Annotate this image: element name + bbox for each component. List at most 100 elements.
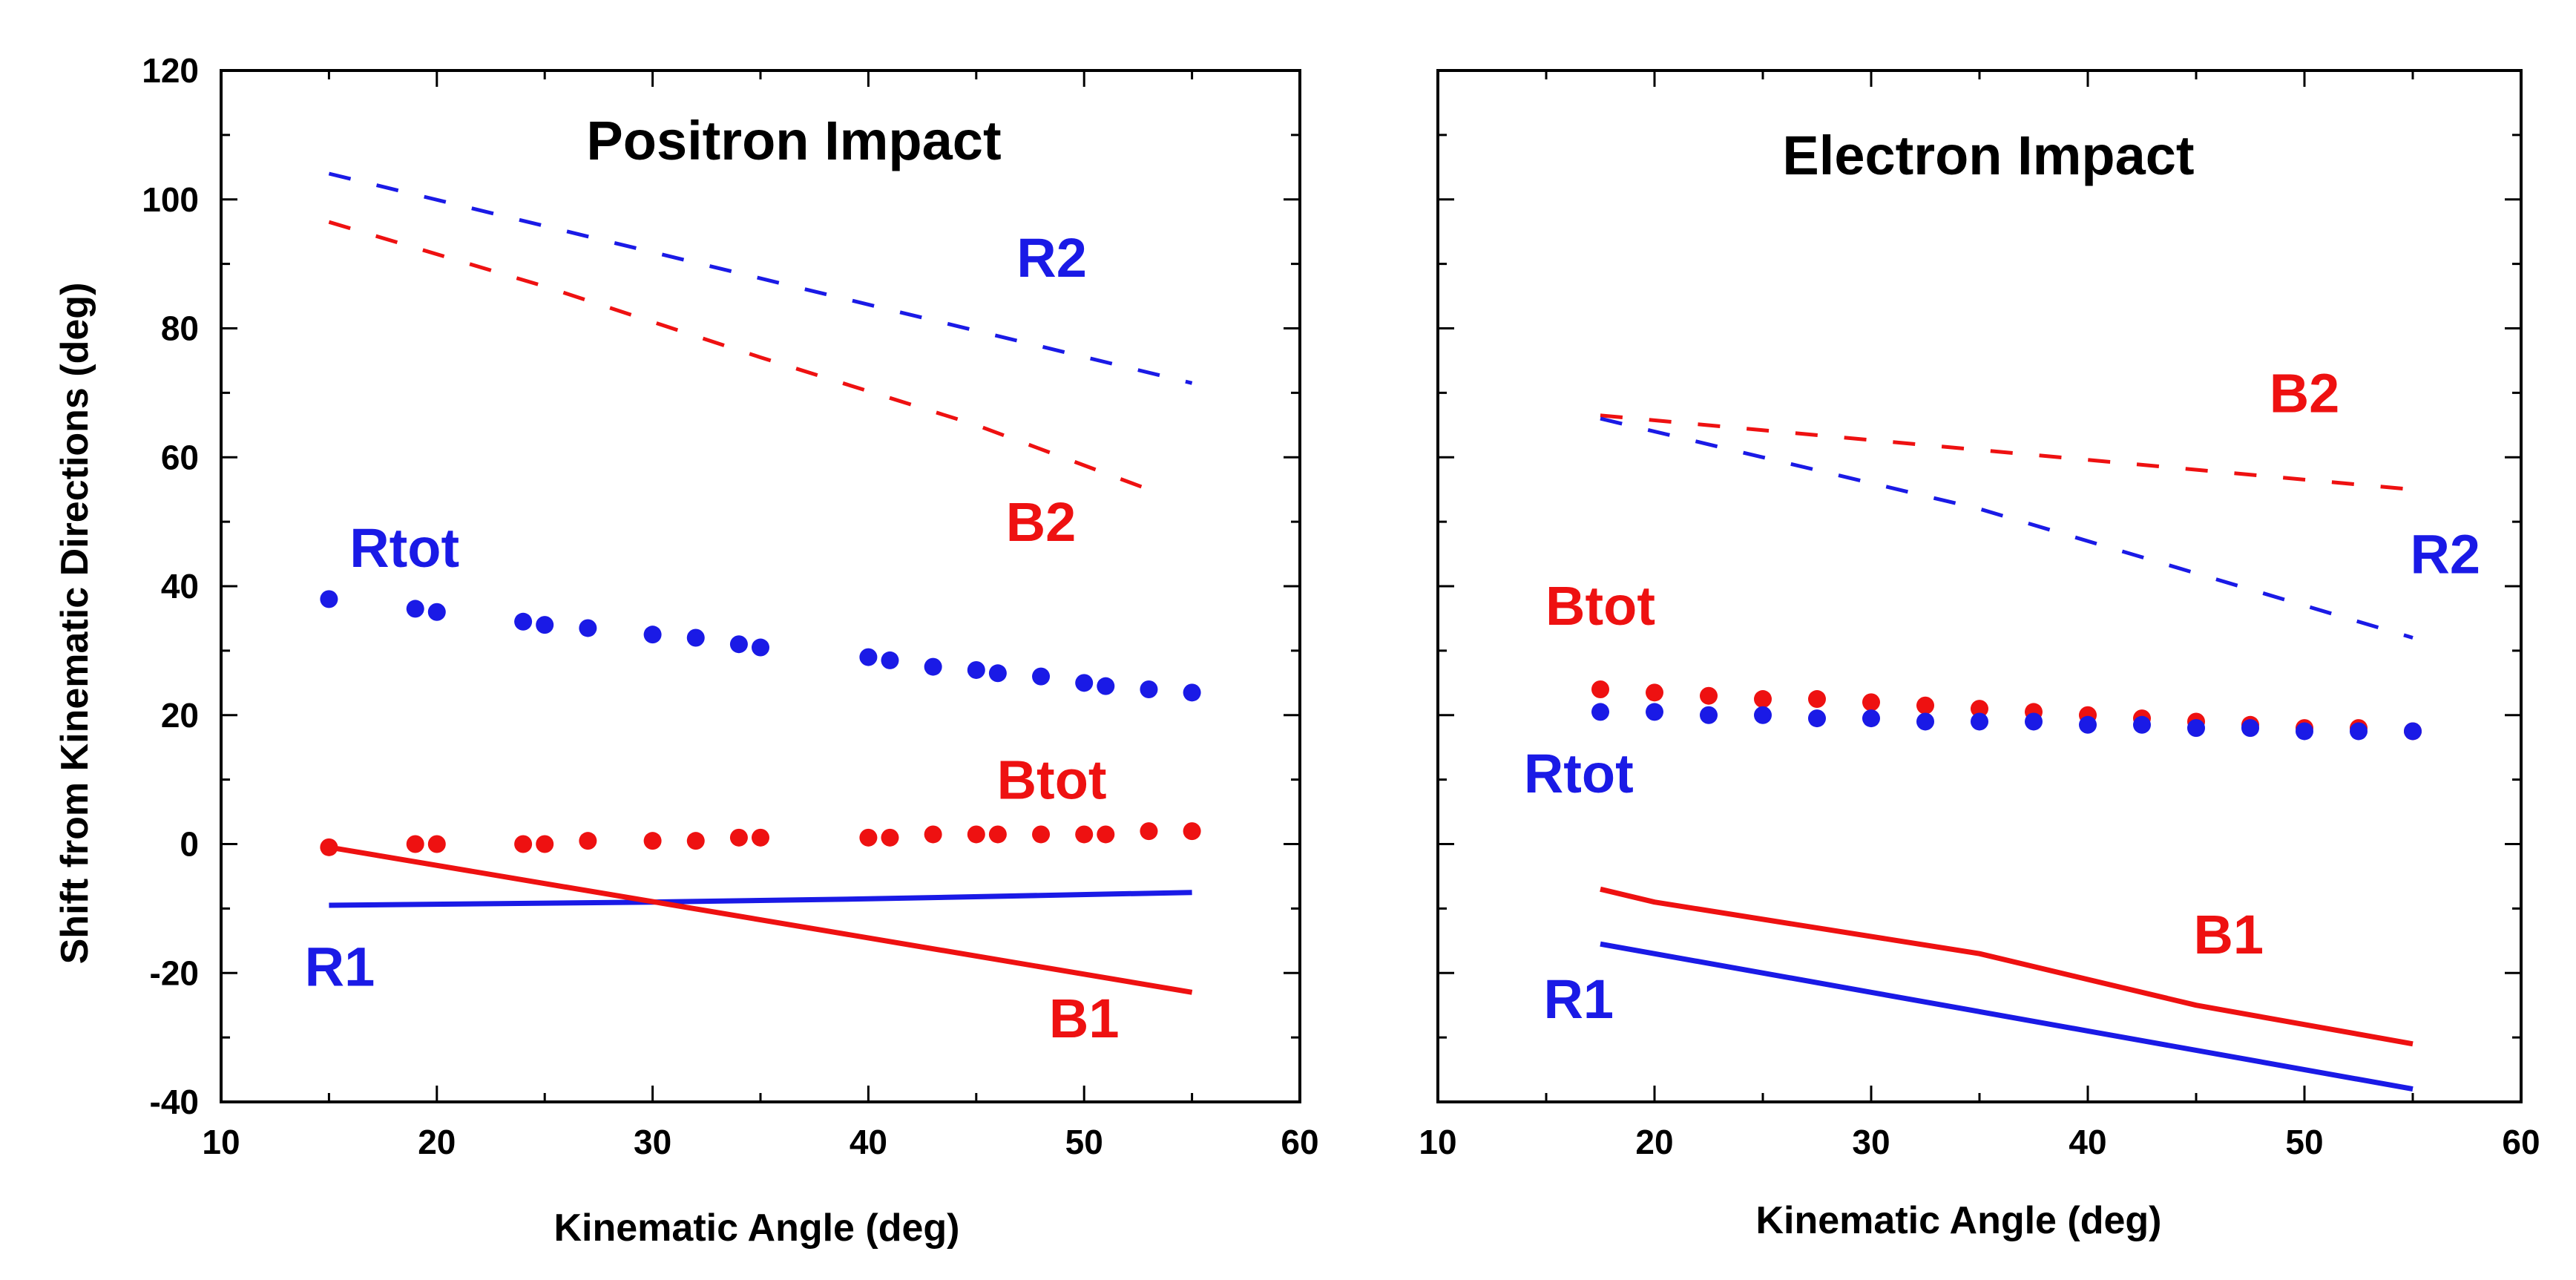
rtot-point [1097,677,1115,695]
btot-point [967,825,985,844]
b1-label: B1 [2193,904,2264,965]
b2-label: B2 [1006,491,1077,553]
y-tick-label: -20 [150,954,199,992]
r1-label: R1 [1543,968,1614,1030]
y-tick-label: 40 [161,567,199,605]
rtot-point [924,657,942,676]
rtot-point [2079,715,2097,734]
r1-label: R1 [305,936,375,998]
rtot-point [1032,667,1051,686]
y-tick-label: 20 [161,696,199,735]
x-tick-label: 30 [634,1123,671,1161]
r2-label: R2 [2410,524,2480,585]
btot-point [1916,696,1934,715]
btot-point [988,825,1007,844]
btot-label: Btot [1545,575,1655,637]
rtot-point [2296,722,2313,741]
x-tick-label: 60 [2502,1123,2540,1161]
b1-label: B1 [1049,988,1120,1049]
y-tick-label: 0 [180,825,199,864]
btot-point [536,835,554,853]
rtot-point [1808,709,1826,728]
rtot-point [1183,683,1201,702]
x-tick-label: 30 [1852,1123,1890,1161]
rtot-point [1971,712,1988,731]
rtot-point [1140,680,1158,698]
r1-line [1600,941,2414,1092]
btot-point [514,835,533,853]
rtot-point [406,600,424,618]
r2-label: R2 [1016,227,1087,289]
x-tick-label: 40 [2069,1123,2106,1161]
rtot-point [2350,722,2368,741]
rtot-point [320,590,338,608]
btot-point [1075,825,1094,844]
btot-point [881,828,899,847]
rtot-point [427,603,446,621]
btot-point [924,825,942,844]
btot-point [1591,680,1609,698]
x-tick-label: 10 [202,1123,240,1161]
rtot-point [514,612,533,631]
rtot-point [1700,706,1718,724]
rtot-point [1916,712,1934,731]
x-axis-label: Kinematic Angle (deg) [1755,1199,2161,1242]
rtot-point [967,660,985,679]
rtot-point [881,651,899,669]
b1-line [328,844,1193,995]
r2-line [328,171,1193,385]
rtot-point [859,648,878,666]
positron-impact-panel: Positron Impact Shift from Kinematic Dir… [53,51,1319,1250]
btot-point [859,828,878,847]
btot-point [1754,690,1772,709]
btot-point [1646,683,1663,702]
y-tick-label: -40 [150,1083,199,1121]
btot-point [1140,822,1158,841]
rtot-point [2241,719,2259,738]
rtot-point [988,664,1007,683]
rtot-point [1075,674,1094,692]
panel-title: Electron Impact [1782,125,2194,186]
y-tick-label: 100 [142,180,199,219]
btot-point [579,832,597,850]
x-tick-label: 50 [2285,1123,2323,1161]
btot-point [1097,825,1115,844]
btot-point [1032,825,1051,844]
y-tick-label: 80 [161,309,199,348]
btot-point [1700,686,1718,705]
b2-line [1600,413,2414,492]
x-tick-label: 10 [1419,1123,1456,1161]
btot-point [752,828,769,847]
rtot-point [729,635,748,654]
rtot-point [686,628,705,647]
btot-point [686,832,705,850]
btot-point [643,832,662,850]
electron-impact-panel: Electron Impact Kinematic Angle (deg) 10… [1419,69,2540,1242]
btot-point [1808,690,1826,709]
rtot-point [643,626,662,644]
btot-point [406,835,424,853]
rtot-point [2133,715,2151,734]
y-axis-label: Shift from Kinematic Directions (deg) [53,283,96,965]
btot-point [729,828,748,847]
b2-line [328,220,1150,492]
rtot-point [579,619,597,637]
rtot-point [1591,703,1609,721]
x-tick-label: 20 [418,1123,456,1161]
panel-title: Positron Impact [586,110,1001,171]
rtot-point [1862,709,1880,728]
btot-point [1971,700,1988,718]
r2-line [1600,416,2414,640]
btot-label: Btot [997,749,1107,811]
rtot-point [2187,719,2205,738]
x-tick-label: 50 [1065,1123,1103,1161]
rtot-point [1754,706,1772,724]
btot-point [427,835,446,853]
b2-label: B2 [2270,362,2340,424]
rtot-point [2025,712,2043,731]
b1-line [1600,886,2414,1047]
x-tick-label: 20 [1635,1123,1673,1161]
y-tick-label: 120 [142,51,199,90]
y-tick-label: 60 [161,438,199,476]
